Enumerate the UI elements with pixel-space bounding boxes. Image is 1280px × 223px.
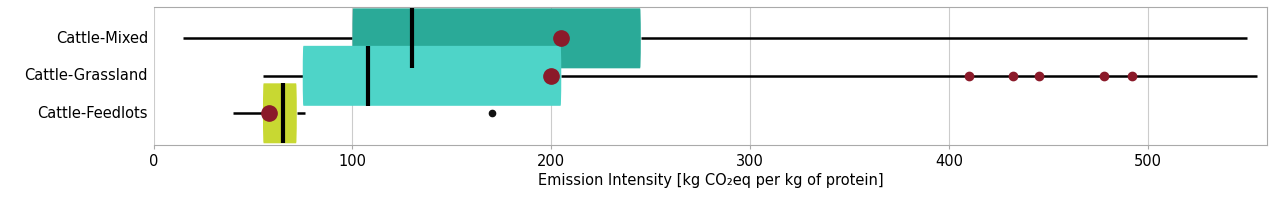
FancyBboxPatch shape: [352, 8, 641, 68]
FancyBboxPatch shape: [262, 83, 297, 143]
FancyBboxPatch shape: [303, 46, 561, 106]
X-axis label: Emission Intensity [kg CO₂eq per kg of protein]: Emission Intensity [kg CO₂eq per kg of p…: [538, 173, 883, 188]
